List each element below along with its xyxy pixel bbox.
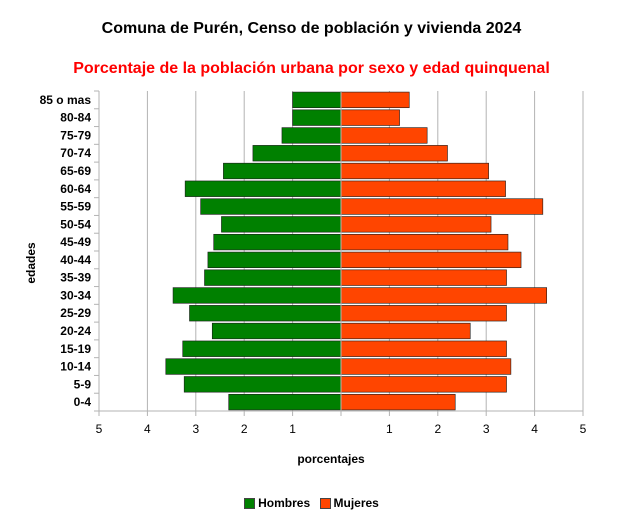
chart-subtitle: Porcentaje de la población urbana por se…	[73, 60, 550, 77]
legend-label-hombres: Hombres	[258, 496, 311, 510]
y-tick-label: 30-34	[60, 288, 91, 302]
bar-hombres	[281, 127, 342, 144]
bar-mujeres	[340, 145, 448, 162]
chart-legend: Hombres Mujeres	[0, 496, 623, 512]
bar-hombres	[182, 340, 342, 357]
x-tick-label: 4	[531, 422, 538, 436]
bar-mujeres	[340, 109, 400, 126]
bar-mujeres	[340, 216, 492, 233]
bar-hombres	[200, 198, 342, 215]
bar-hombres	[204, 269, 342, 286]
bar-mujeres	[340, 376, 507, 393]
x-tick-label: 5	[580, 422, 587, 436]
y-tick-label: 0-4	[74, 395, 92, 409]
bar-mujeres	[340, 358, 512, 375]
y-tick-label: 60-64	[60, 182, 91, 196]
y-axis-label: edades	[24, 242, 38, 284]
bar-mujeres	[340, 269, 507, 286]
bar-hombres	[292, 91, 342, 109]
bar-mujeres	[340, 340, 507, 357]
axes: 5 4 3 2 1 1 2 3 4 5 85 o mas 80-84 75-79 70-74 65-69 60…	[40, 90, 587, 436]
legend-swatch-hombres	[244, 497, 256, 509]
legend-swatch-mujeres	[319, 497, 331, 509]
x-tick-label: 3	[192, 422, 199, 436]
bars	[165, 91, 547, 411]
y-tick-label: 25-29	[60, 306, 91, 320]
x-tick-label: 3	[483, 422, 490, 436]
bar-hombres	[223, 162, 342, 180]
bar-mujeres	[340, 162, 489, 180]
x-tick-label: 5	[96, 422, 103, 436]
grid-lines	[98, 91, 584, 411]
bar-hombres	[172, 287, 342, 304]
y-tick-label: 65-69	[60, 164, 91, 178]
bar-hombres	[252, 145, 342, 162]
x-tick-label: 1	[289, 422, 296, 436]
legend-item-mujeres: Mujeres	[319, 496, 379, 510]
bar-mujeres	[340, 305, 507, 322]
bar-hombres	[221, 216, 342, 233]
y-tick-label: 35-39	[60, 271, 91, 285]
x-axis-label: porcentajes	[297, 452, 365, 466]
bar-mujeres	[340, 393, 456, 411]
bar-hombres	[213, 233, 342, 251]
x-tick-label: 2	[241, 422, 248, 436]
y-tick-label: 45-49	[60, 235, 91, 249]
bar-hombres	[183, 376, 342, 393]
bar-hombres	[189, 305, 342, 322]
x-tick-label: 1	[386, 422, 393, 436]
bar-mujeres	[340, 91, 410, 109]
y-tick-label: 55-59	[60, 200, 91, 214]
bar-hombres	[292, 109, 342, 126]
y-tick-label: 5-9	[74, 377, 92, 391]
y-tick-label: 80-84	[60, 111, 91, 125]
y-tick-label: 10-14	[60, 360, 91, 374]
bar-mujeres	[340, 322, 471, 340]
bar-hombres	[211, 322, 342, 340]
page-title: Comuna de Purén, Censo de población y vi…	[101, 20, 522, 37]
bar-mujeres	[340, 127, 428, 144]
y-tick-label: 20-24	[60, 324, 91, 338]
x-tick-label: 2	[434, 422, 441, 436]
y-tick-label: 40-44	[60, 253, 91, 267]
bar-mujeres	[340, 287, 547, 304]
y-tick-label: 50-54	[60, 217, 91, 231]
bar-hombres	[228, 393, 342, 411]
bar-hombres	[165, 358, 342, 375]
bar-hombres	[184, 180, 342, 197]
y-tick-label: 15-19	[60, 342, 91, 356]
bar-hombres	[207, 251, 342, 269]
x-tick-label: 4	[144, 422, 151, 436]
legend-label-mujeres: Mujeres	[333, 496, 379, 510]
y-tick-label: 85 o mas	[40, 93, 92, 107]
bar-mujeres	[340, 251, 522, 269]
bar-mujeres	[340, 180, 506, 197]
bar-mujeres	[340, 198, 544, 215]
legend-item-hombres: Hombres	[244, 496, 310, 510]
bar-mujeres	[340, 233, 509, 251]
y-tick-label: 70-74	[60, 146, 91, 160]
y-tick-label: 75-79	[60, 128, 91, 142]
